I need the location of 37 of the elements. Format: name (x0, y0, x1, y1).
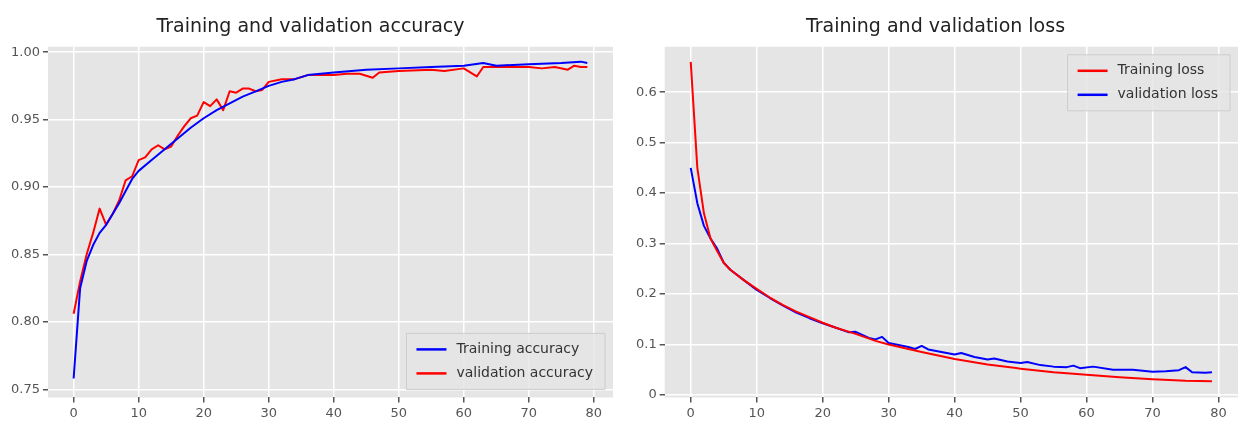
y-tick-label: 0.80 (10, 313, 40, 329)
x-tick-label: 60 (1078, 404, 1095, 420)
x-tick-label: 10 (748, 404, 765, 420)
x-tick-label: 0 (69, 404, 78, 420)
x-tick-label: 30 (260, 404, 277, 420)
legend-label: validation loss (1117, 85, 1218, 102)
y-tick-label: 0.95 (10, 110, 40, 126)
x-tick-label: 70 (520, 404, 538, 420)
x-tick-label: 40 (325, 404, 342, 420)
x-tick-label: 20 (814, 404, 831, 420)
x-tick-label: 80 (1210, 404, 1227, 420)
x-tick-label: 30 (880, 404, 897, 420)
x-tick-label: 70 (1144, 404, 1161, 420)
legend-label: validation accuracy (456, 364, 594, 381)
y-tick-label: 0.85 (10, 245, 40, 261)
y-tick-label: 0.5 (635, 134, 657, 150)
y-tick-label: 0.6 (635, 83, 657, 99)
x-tick-label: 40 (946, 404, 963, 420)
x-tick-label: 50 (390, 404, 408, 420)
x-tick-label: 10 (130, 404, 147, 420)
x-tick-label: 20 (195, 404, 212, 420)
y-tick-label: 0.75 (10, 380, 40, 396)
y-tick-label: 0.1 (635, 335, 657, 351)
x-tick-label: 50 (1012, 404, 1029, 420)
legend-label: Training loss (1116, 61, 1205, 78)
y-tick-label: 0.4 (635, 184, 657, 200)
y-tick-label: 0 (648, 386, 657, 402)
y-tick-label: 1.00 (10, 43, 40, 59)
x-tick-label: 0 (686, 404, 695, 420)
y-tick-label: 0.3 (635, 234, 657, 250)
chart-title: Training and validation loss (804, 14, 1066, 37)
legend-label: Training accuracy (455, 340, 580, 357)
x-tick-label: 80 (585, 404, 603, 420)
y-tick-label: 0.2 (635, 285, 657, 301)
chart-title: Training and validation accuracy (155, 14, 465, 37)
y-tick-label: 0.90 (10, 178, 40, 194)
x-tick-label: 60 (455, 404, 473, 420)
